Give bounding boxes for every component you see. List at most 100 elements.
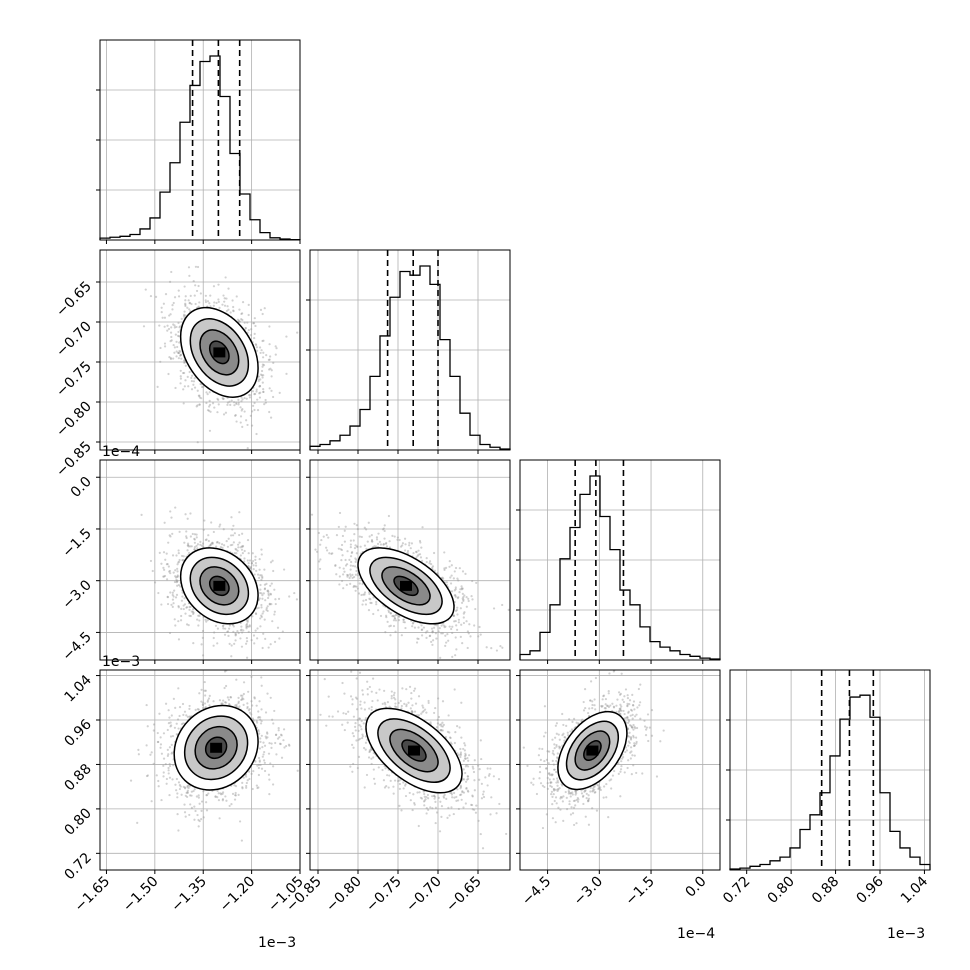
sample-point (169, 535, 172, 538)
contour-line-2 (381, 566, 431, 606)
sample-point (204, 538, 207, 542)
sample-point (221, 625, 225, 628)
sample-point (267, 646, 270, 649)
sample-point (241, 312, 244, 315)
sample-point (254, 558, 257, 561)
sample-point (226, 305, 229, 308)
sample-point (260, 369, 264, 373)
sample-point (171, 532, 174, 535)
sample-point (214, 624, 218, 627)
sample-point (263, 769, 267, 773)
sample-point (425, 636, 428, 639)
sample-point (343, 540, 346, 543)
sample-point (421, 526, 424, 529)
sample-point (271, 718, 274, 721)
sample-point (168, 569, 172, 573)
sample-point (368, 597, 371, 600)
sample-point (267, 590, 270, 593)
sample-point (261, 755, 264, 758)
sample-point (363, 544, 367, 547)
sample-point (276, 737, 280, 740)
sample-point (258, 385, 262, 388)
sample-point (208, 399, 211, 403)
sample-point (176, 563, 179, 566)
sample-point (234, 632, 237, 635)
sample-point (177, 620, 180, 623)
sample-point (254, 612, 258, 615)
sample-point (268, 325, 271, 328)
sample-point (240, 545, 244, 548)
sample-point (388, 540, 391, 543)
sample-point (175, 554, 178, 557)
sample-point (263, 744, 267, 747)
sample-point (450, 564, 453, 567)
sample-point (185, 606, 188, 609)
sample-point (396, 538, 399, 541)
sample-point (209, 294, 212, 297)
sample-point (166, 595, 169, 598)
sample-point (288, 595, 291, 598)
sample-point (238, 541, 241, 544)
sample-point (164, 702, 168, 705)
sample-point (366, 540, 369, 543)
sample-point (168, 356, 171, 359)
sample-point (440, 624, 443, 627)
sample-point (230, 516, 233, 519)
sample-point (362, 599, 365, 602)
sample-point (449, 582, 453, 585)
sample-point (385, 614, 388, 617)
sample-point (256, 786, 259, 790)
sample-point (160, 562, 163, 565)
sample-point (241, 545, 244, 548)
sample-point (370, 538, 374, 542)
sample-point (354, 560, 357, 563)
sample-point (266, 736, 269, 739)
sample-point (207, 534, 210, 537)
sample-point (318, 560, 321, 563)
sample-point (261, 594, 264, 597)
sample-point (283, 568, 286, 571)
sample-point (264, 599, 267, 602)
sample-point (265, 606, 268, 610)
sample-point (263, 403, 266, 406)
sample-point (261, 363, 265, 366)
sample-point (360, 593, 363, 597)
sample-point (164, 293, 168, 296)
sample-point (176, 584, 179, 587)
sample-point (180, 614, 183, 618)
sample-point (501, 646, 504, 649)
sample-point (177, 604, 180, 608)
sample-point (274, 741, 277, 745)
sample-point (225, 309, 229, 313)
sample-point (233, 642, 236, 645)
sample-point (180, 607, 183, 610)
sample-point (241, 301, 245, 304)
sample-point (417, 549, 420, 552)
sample-point (250, 562, 254, 565)
sample-point (344, 564, 348, 567)
sample-point (325, 546, 328, 549)
sample-point (176, 813, 179, 816)
sample-point (186, 791, 189, 794)
sample-point (202, 385, 205, 388)
sample-point (259, 391, 262, 394)
sample-point (182, 604, 185, 607)
sample-point (230, 655, 233, 658)
sample-point (222, 413, 226, 416)
sample-point (251, 552, 254, 555)
sample-point (256, 764, 259, 767)
sample-point (241, 544, 245, 548)
sample-point (293, 591, 296, 595)
sample-point (198, 301, 201, 304)
sample-point (275, 347, 278, 350)
sample-point (224, 627, 227, 630)
sample-point (187, 544, 190, 547)
sample-point (157, 591, 160, 595)
sample-point (186, 375, 189, 379)
sample-point (376, 542, 380, 545)
sample-point (409, 547, 412, 550)
sample-point (188, 605, 191, 609)
sample-point (223, 304, 227, 307)
sample-point (404, 626, 407, 630)
sample-point (171, 778, 174, 781)
